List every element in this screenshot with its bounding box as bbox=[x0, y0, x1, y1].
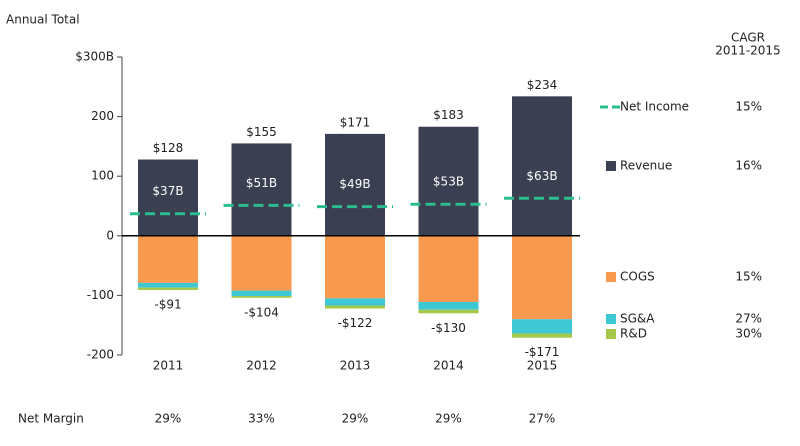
bar-segment bbox=[138, 282, 198, 288]
cost-total-label: -$171 bbox=[525, 345, 560, 359]
legend-label: R&D bbox=[620, 327, 647, 341]
value-label: $128 bbox=[153, 141, 184, 155]
cagr-value: 30% bbox=[735, 327, 762, 341]
bar-segment bbox=[418, 301, 479, 310]
net-margin-value: 29% bbox=[342, 412, 369, 426]
net-income-label: $51B bbox=[246, 176, 277, 190]
y-tick-label: 0 bbox=[106, 228, 114, 242]
x-tick-label: 2012 bbox=[246, 359, 277, 373]
bar-segment bbox=[325, 133, 385, 236]
legend-swatch bbox=[606, 329, 616, 339]
net-margin-value: 33% bbox=[248, 412, 275, 426]
y-tick-label: -100 bbox=[87, 288, 114, 302]
bar-segment bbox=[325, 305, 385, 309]
y-tick-label: $300B bbox=[75, 50, 114, 64]
value-label: $183 bbox=[433, 108, 464, 122]
legend-label: Net Income bbox=[620, 100, 689, 114]
legend-label: SG&A bbox=[620, 312, 655, 326]
bar-segment bbox=[418, 126, 479, 236]
bar-segment bbox=[418, 235, 479, 302]
cagr-value: 27% bbox=[735, 312, 762, 326]
net-income-label: $49B bbox=[339, 177, 370, 191]
value-label: $234 bbox=[527, 78, 558, 92]
bar-segment bbox=[512, 333, 572, 338]
legend-label: COGS bbox=[620, 270, 655, 284]
cost-total-label: -$91 bbox=[154, 298, 181, 312]
bar-segment bbox=[231, 143, 292, 236]
net-income-label: $37B bbox=[152, 184, 183, 198]
bar-segment bbox=[231, 290, 292, 296]
cost-total-label: -$130 bbox=[431, 321, 466, 335]
net-income-label: $63B bbox=[526, 169, 557, 183]
legend-swatch bbox=[606, 161, 616, 171]
net-income-label: $53B bbox=[433, 175, 464, 189]
bar-segment bbox=[231, 235, 292, 291]
legend-label: Revenue bbox=[620, 159, 672, 173]
cost-total-label: -$104 bbox=[244, 305, 279, 319]
bar-segment bbox=[231, 295, 292, 298]
value-label: $171 bbox=[340, 115, 371, 129]
cagr-title: CAGR bbox=[731, 31, 765, 45]
bar-segment bbox=[325, 235, 385, 299]
cagr-value: 15% bbox=[735, 270, 762, 284]
legend-swatch bbox=[606, 272, 616, 282]
x-tick-label: 2015 bbox=[527, 359, 558, 373]
x-tick-label: 2014 bbox=[433, 359, 464, 373]
net-margin-value: 29% bbox=[155, 412, 182, 426]
bar-segment bbox=[512, 319, 572, 334]
bar-segment bbox=[512, 96, 572, 236]
bar-segment bbox=[325, 298, 385, 306]
cagr-value: 16% bbox=[735, 159, 762, 173]
value-label: $155 bbox=[246, 125, 277, 139]
cagr-subtitle: 2011-2015 bbox=[715, 44, 780, 58]
bar-segment bbox=[138, 159, 198, 236]
cagr-value: 15% bbox=[735, 100, 762, 114]
bar-segment bbox=[138, 287, 198, 291]
bar-segment bbox=[138, 235, 198, 283]
bar-segment bbox=[512, 235, 572, 320]
y-tick-label: -200 bbox=[87, 348, 114, 362]
x-tick-label: 2011 bbox=[153, 359, 184, 373]
legend-swatch bbox=[606, 314, 616, 324]
net-margin-value: 27% bbox=[529, 412, 556, 426]
bar-segment bbox=[418, 309, 479, 314]
y-tick-label: 200 bbox=[91, 109, 114, 123]
net-margin-label: Net Margin bbox=[18, 412, 84, 426]
net-margin-value: 29% bbox=[435, 412, 462, 426]
y-axis-title: Annual Total bbox=[6, 13, 80, 27]
cost-total-label: -$122 bbox=[338, 316, 373, 330]
x-tick-label: 2013 bbox=[340, 359, 371, 373]
y-tick-label: 100 bbox=[91, 169, 114, 183]
